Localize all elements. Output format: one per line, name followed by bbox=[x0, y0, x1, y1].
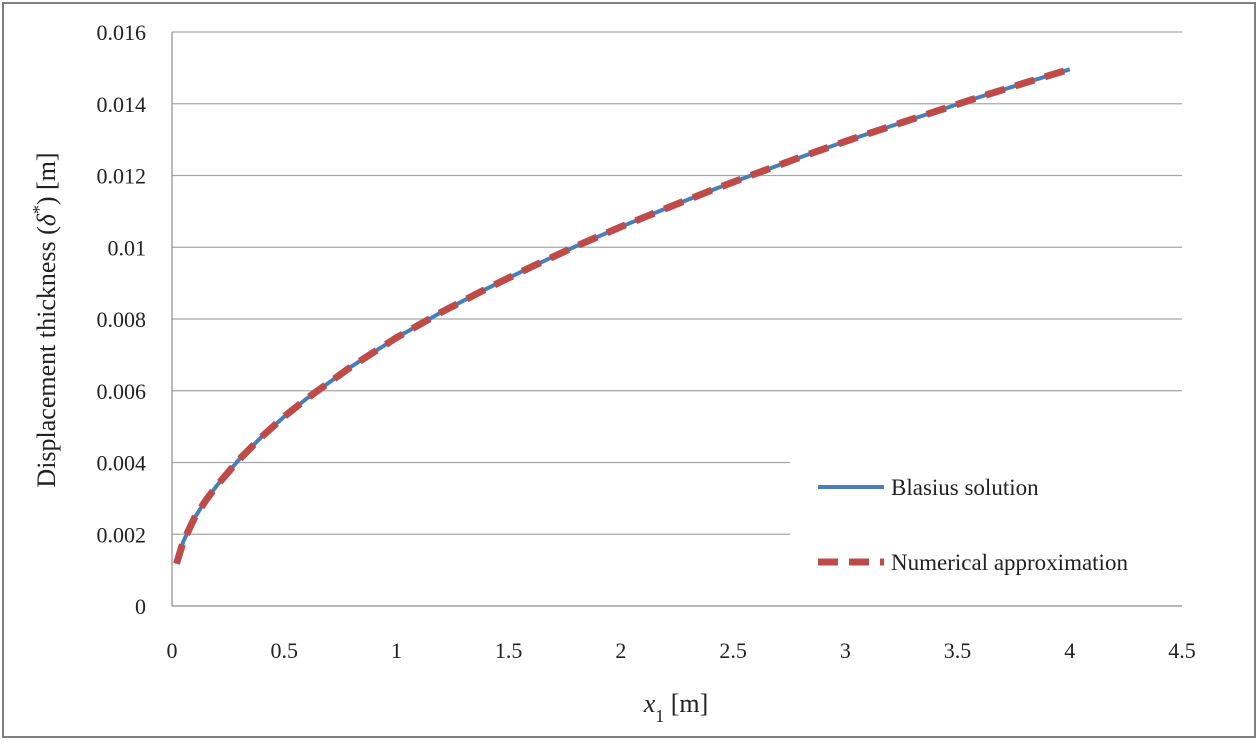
legend-label-blasius: Blasius solution bbox=[891, 475, 1039, 500]
y-tick-label: 0.006 bbox=[97, 379, 147, 404]
y-axis-sup: * bbox=[29, 205, 49, 214]
y-tick-label: 0 bbox=[135, 594, 146, 619]
y-tick-label: 0.012 bbox=[97, 164, 147, 189]
y-axis-title: Displacement thickness (δ*) [m] bbox=[29, 152, 61, 487]
x-tick-label: 2 bbox=[615, 638, 626, 663]
y-axis-post: ) [m] bbox=[32, 152, 61, 205]
y-axis-pre: Displacement thickness ( bbox=[32, 226, 61, 487]
x-tick-label: 0 bbox=[167, 638, 178, 663]
x-axis-unit: [m] bbox=[664, 689, 708, 718]
y-tick-label: 0.01 bbox=[108, 235, 147, 260]
x-axis-sub: 1 bbox=[655, 706, 664, 726]
x-tick-label: 3.5 bbox=[944, 638, 972, 663]
x-tick-label: 1.5 bbox=[495, 638, 523, 663]
legend-background bbox=[790, 455, 1182, 605]
y-tick-label: 0.004 bbox=[97, 451, 147, 476]
y-tick-labels: 0 0.002 0.004 0.006 0.008 0.01 0.012 0.014 0.016 bbox=[97, 20, 147, 619]
y-axis-sym: δ bbox=[32, 213, 61, 226]
x-tick-label: 4 bbox=[1064, 638, 1075, 663]
series-lines bbox=[173, 65, 1071, 565]
x-tick-label: 4.5 bbox=[1168, 638, 1196, 663]
y-tick-label: 0.008 bbox=[97, 307, 147, 332]
series-line-numerical bbox=[173, 65, 1071, 565]
x-tick-label: 0.5 bbox=[270, 638, 298, 663]
x-axis-var: x bbox=[643, 689, 656, 718]
legend-label-numerical: Numerical approximation bbox=[891, 550, 1128, 575]
y-tick-label: 0.016 bbox=[97, 20, 147, 45]
x-tick-label: 2.5 bbox=[719, 638, 747, 663]
x-tick-labels: 0 0.5 1 1.5 2 2.5 3 3.5 4 4.5 bbox=[167, 638, 1196, 663]
y-tick-label: 0.002 bbox=[97, 522, 147, 547]
axes bbox=[171, 32, 1182, 607]
x-tick-label: 3 bbox=[840, 638, 851, 663]
y-tick-label: 0.014 bbox=[97, 92, 147, 117]
x-axis-title: x1 [m] bbox=[643, 689, 709, 726]
x-tick-label: 1 bbox=[391, 638, 402, 663]
legend: Blasius solution Numerical approximation bbox=[790, 455, 1182, 605]
